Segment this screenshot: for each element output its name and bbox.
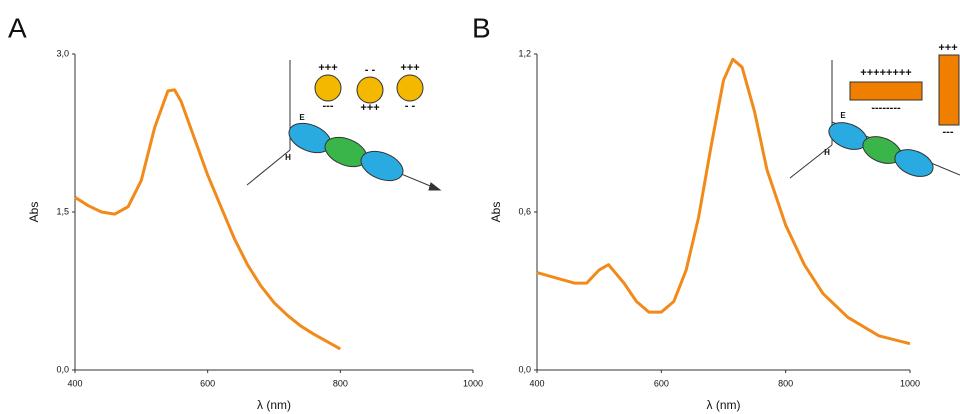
wave-e — [360, 150, 404, 182]
charge: +++ — [938, 42, 957, 54]
x-tick-label: 800 — [778, 378, 793, 388]
charge: +++ — [318, 62, 337, 74]
particle — [314, 74, 342, 102]
inset-b — [789, 54, 960, 179]
x-axis-label: λ (nm) — [707, 398, 741, 412]
particle — [396, 74, 424, 102]
y-tick-label: 3,0 — [56, 48, 69, 58]
nanorod — [938, 54, 960, 126]
y-tick-label: 1,5 — [56, 206, 69, 216]
y-tick-label: 0,0 — [518, 364, 531, 374]
particle — [356, 76, 384, 104]
y-tick-label: 1,2 — [518, 48, 531, 58]
spectrum-line — [536, 57, 911, 346]
inset-axis — [246, 149, 291, 186]
charge: --- — [943, 126, 954, 138]
charge: ++++++++ — [860, 67, 911, 79]
spectrum-line — [74, 88, 342, 351]
x-axis-label: λ (nm) — [257, 398, 291, 412]
x-tick-label: 600 — [200, 378, 215, 388]
inset-b-text: ++++++++ -------- +++ --- E H — [824, 42, 958, 157]
arrow-head — [428, 182, 442, 191]
inset-a — [246, 60, 442, 191]
charge: -------- — [871, 102, 901, 114]
charge: - - — [365, 64, 376, 76]
y-tick-label: 0,6 — [518, 206, 531, 216]
charge: --- — [323, 100, 334, 112]
field-label: E — [840, 111, 846, 120]
x-tick-label: 400 — [529, 378, 544, 388]
y-axis-label: Abs — [489, 202, 503, 223]
x-tick-label: 1000 — [900, 378, 920, 388]
inset-a-text: +++ --- - - +++ +++ - - E H — [285, 62, 420, 162]
inset-axis — [789, 144, 833, 179]
panel-label: A — [8, 12, 27, 43]
panel-label: B — [472, 12, 491, 43]
x-tick-label: 400 — [67, 378, 82, 388]
y-tick-label: 0,0 — [56, 364, 69, 374]
y-axis-label: Abs — [27, 202, 41, 223]
charge: +++ — [400, 62, 419, 74]
field-label: E — [299, 113, 305, 122]
charge: - - — [405, 100, 416, 112]
wave-e — [894, 149, 934, 177]
charge: +++ — [360, 102, 379, 114]
nanorod — [849, 81, 923, 101]
field-label: H — [285, 153, 291, 162]
x-tick-label: 1000 — [463, 378, 483, 388]
x-tick-label: 800 — [333, 378, 348, 388]
x-tick-label: 600 — [654, 378, 669, 388]
field-label: H — [824, 148, 830, 157]
